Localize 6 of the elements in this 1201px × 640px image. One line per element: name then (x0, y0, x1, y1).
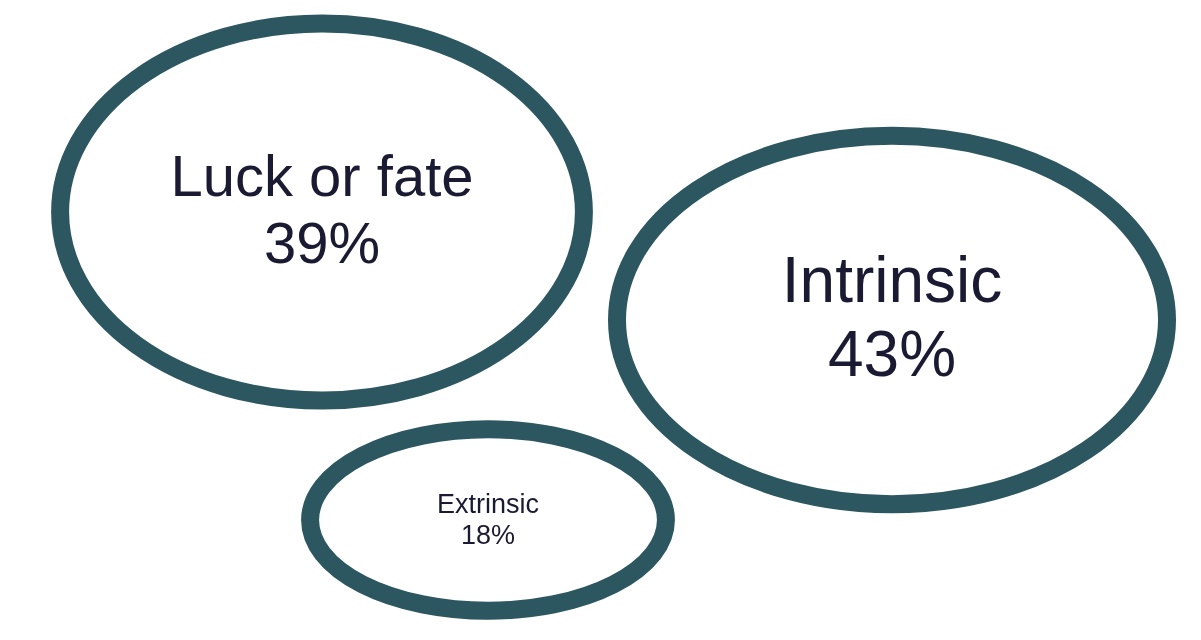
data-label: 18% (460, 519, 516, 550)
category-label: Luck or fate (170, 143, 474, 209)
data-label: 39% (263, 209, 381, 275)
category-label: Extrinsic (436, 488, 540, 519)
category-label: Intrinsic (781, 244, 1003, 317)
data-label: 43% (827, 318, 957, 391)
